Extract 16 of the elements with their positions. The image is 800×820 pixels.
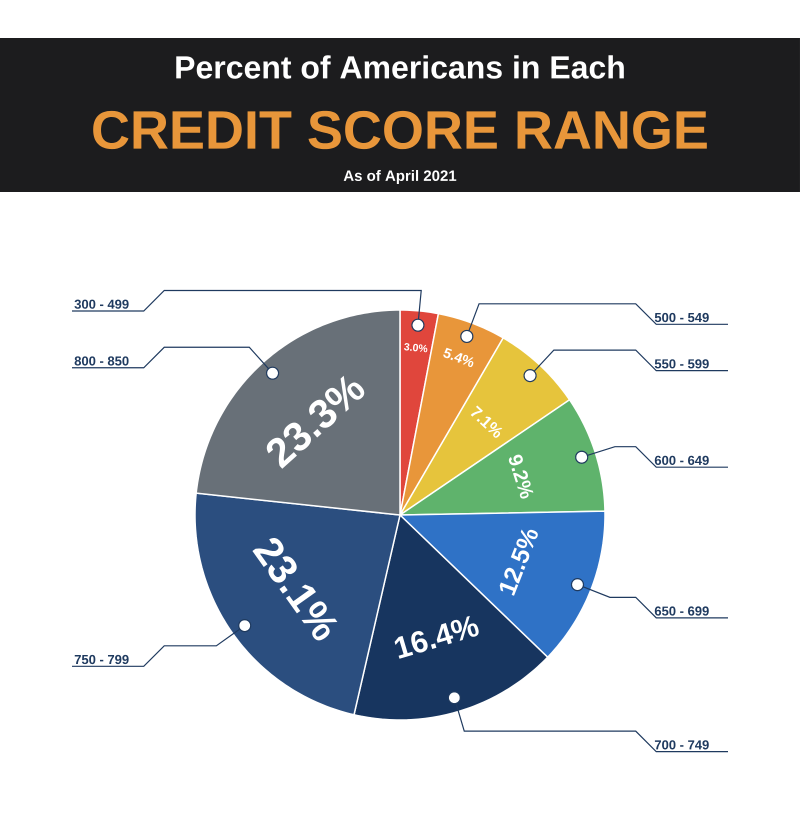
- slice-label: 550 - 599: [654, 359, 709, 368]
- slice-label: 600 - 649: [654, 456, 709, 465]
- slice-label: 700 - 749: [654, 740, 709, 750]
- data-label: 9.2%: [508, 454, 534, 499]
- chart-subtitle: CREDIT SCORE RANGE: [93, 110, 707, 150]
- chart-title: Percent of Americans in Each: [176, 55, 624, 79]
- data-label: 3.0%: [404, 343, 428, 352]
- slice-label: 800 - 850: [74, 356, 129, 366]
- slice-label: 650 - 699: [654, 606, 709, 616]
- text: As of April 2021: [344, 170, 456, 184]
- slice-label: 300 - 499: [74, 300, 129, 309]
- data-label: 16.4%: [394, 616, 479, 659]
- slice-label: 750 - 799: [74, 654, 129, 664]
- data-label: 12.5%: [500, 529, 538, 596]
- data-label: 5.4%: [443, 348, 474, 368]
- slice-label: 500 - 549: [654, 312, 709, 322]
